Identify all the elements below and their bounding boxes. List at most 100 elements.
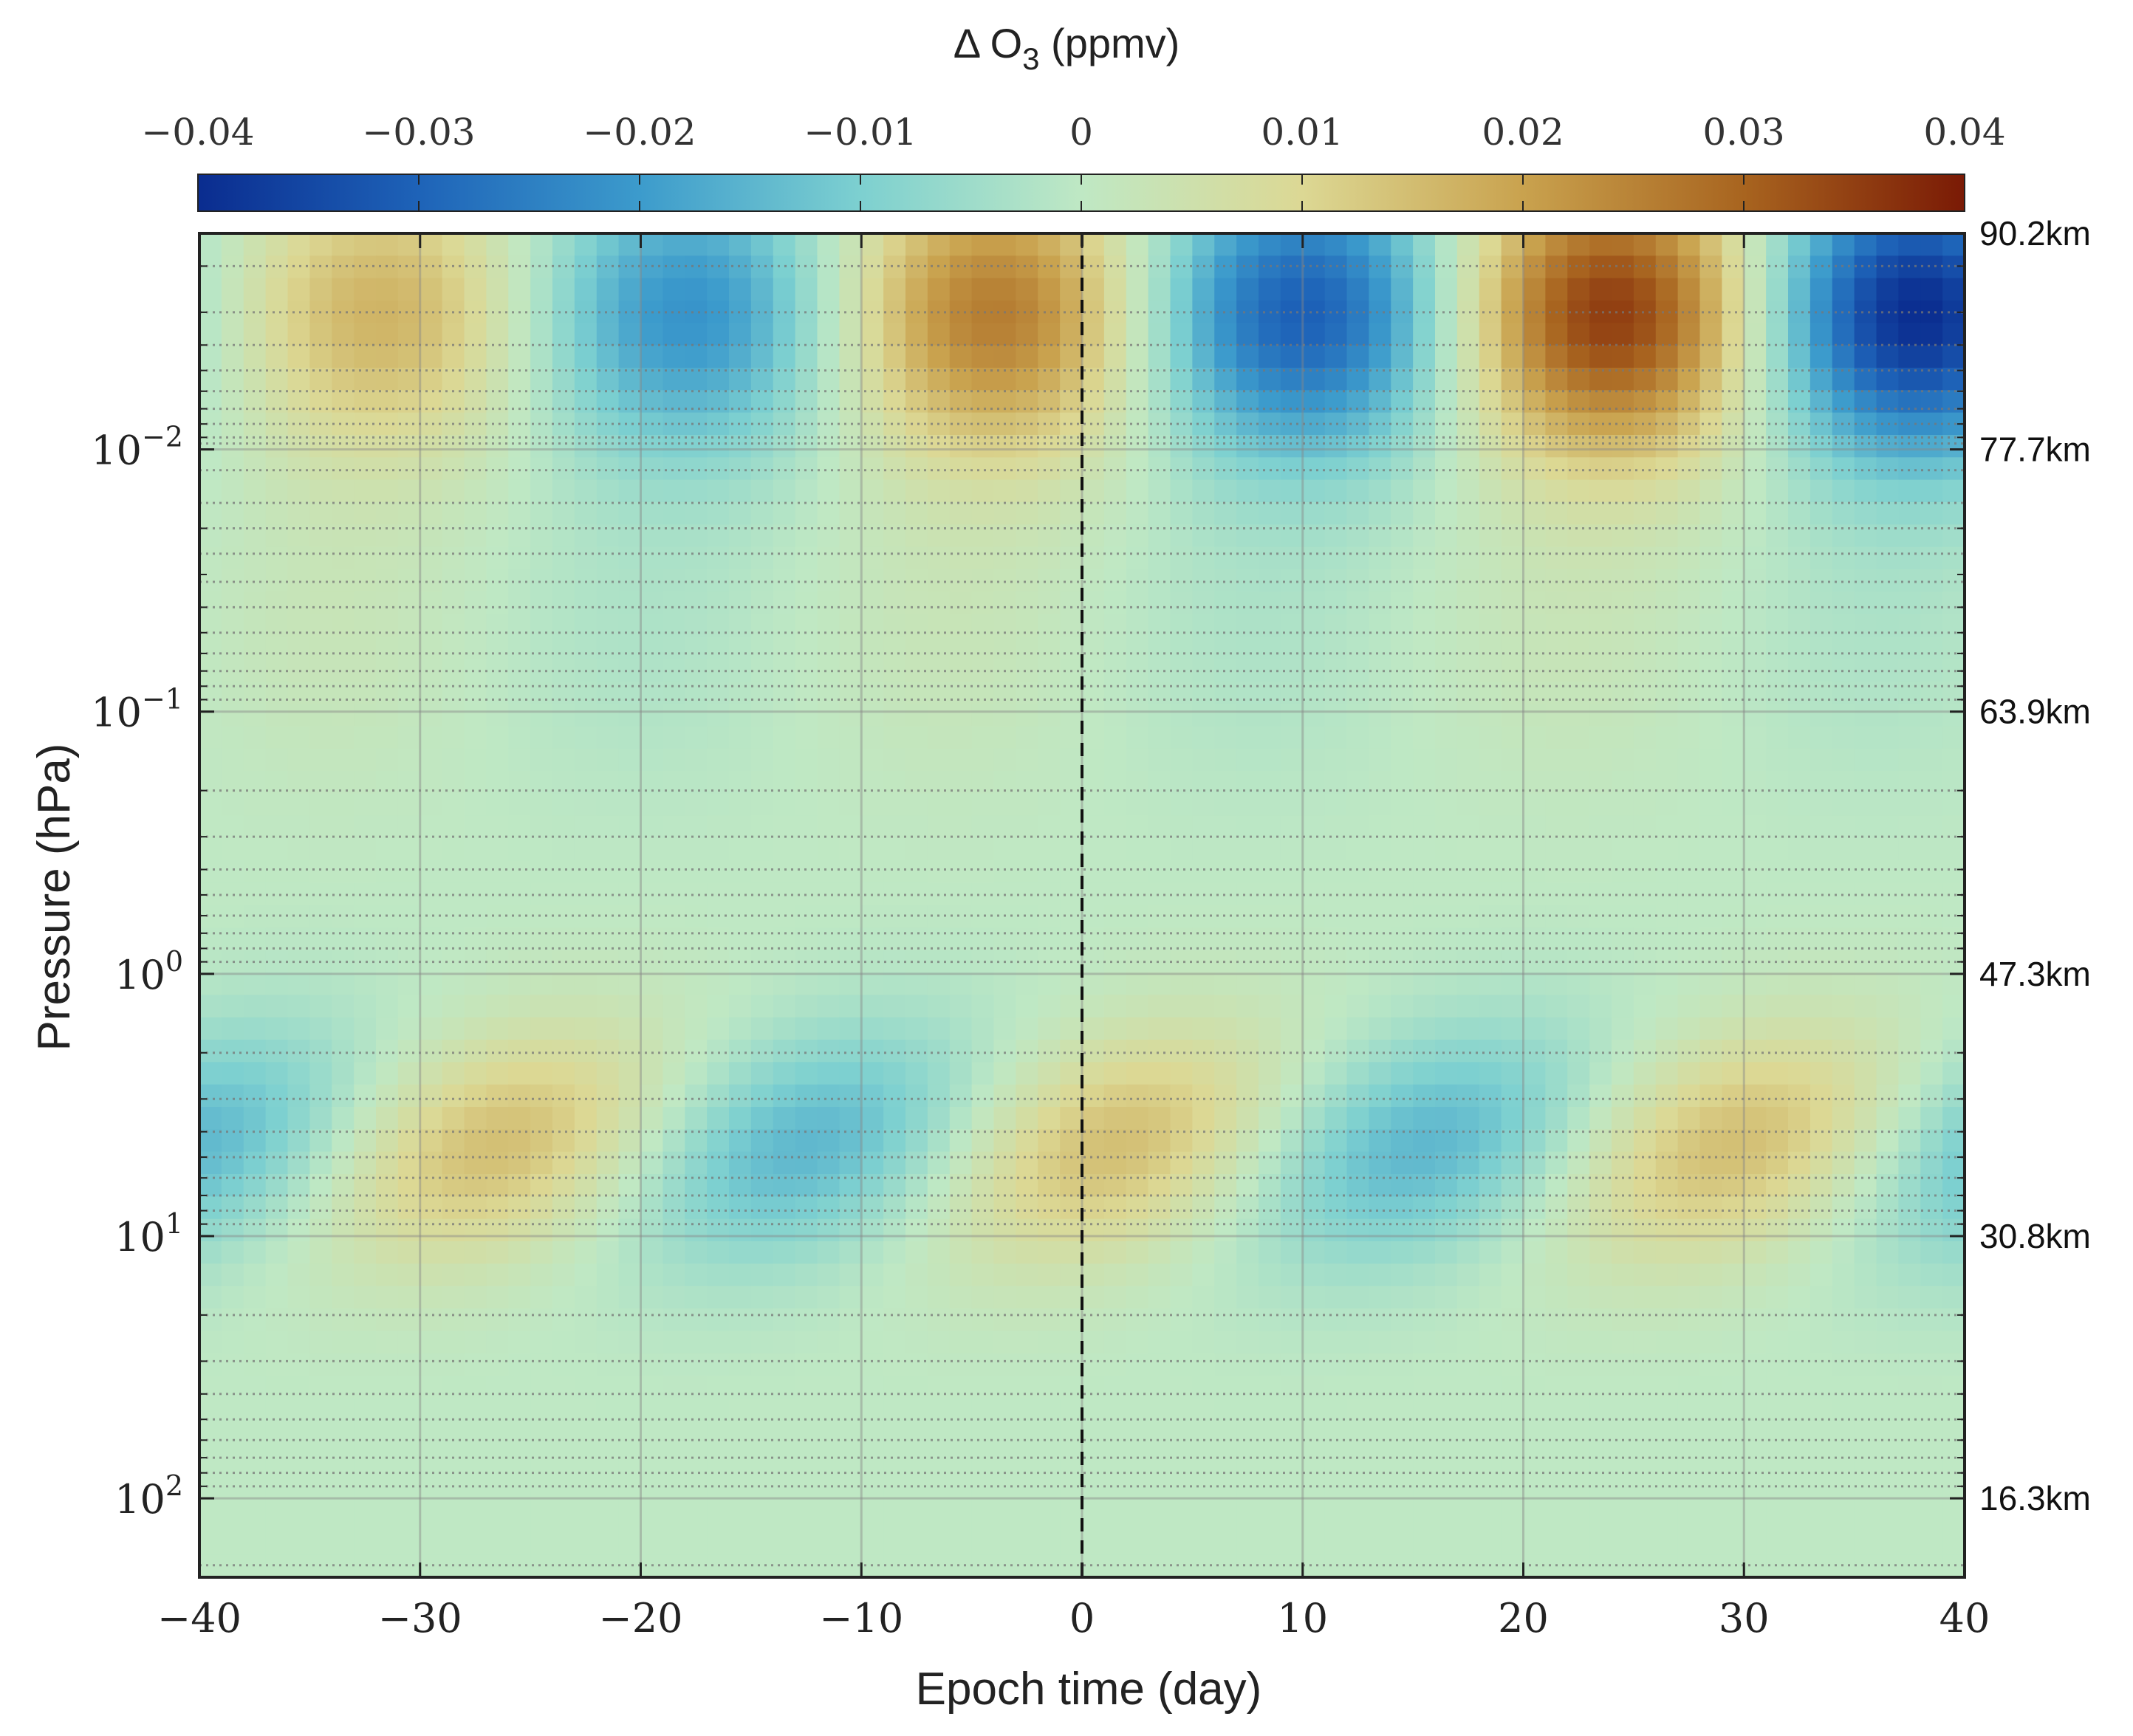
heatmap-cell bbox=[287, 1398, 310, 1421]
heatmap-cell bbox=[243, 1084, 267, 1108]
heatmap-cell bbox=[199, 1017, 222, 1040]
heatmap-cell bbox=[1324, 995, 1348, 1018]
heatmap-cell bbox=[1567, 748, 1590, 772]
heatmap-cell bbox=[795, 1510, 818, 1533]
heatmap-cell bbox=[839, 1129, 862, 1153]
heatmap-cell bbox=[1589, 435, 1612, 458]
heatmap-cell bbox=[1324, 1196, 1348, 1220]
heatmap-cell bbox=[530, 255, 553, 279]
heatmap-cell bbox=[1854, 659, 1877, 682]
heatmap-cell bbox=[596, 748, 620, 772]
heatmap-cell bbox=[1302, 1062, 1326, 1085]
heatmap-cell bbox=[1788, 1308, 1811, 1331]
heatmap-cell bbox=[1920, 815, 1943, 839]
heatmap-cell bbox=[1126, 1263, 1149, 1287]
heatmap-cell bbox=[707, 972, 730, 995]
heatmap-cell bbox=[1854, 927, 1877, 951]
heatmap-cell bbox=[1655, 569, 1679, 592]
heatmap-cell bbox=[1259, 591, 1281, 615]
heatmap-cell bbox=[574, 1353, 598, 1376]
heatmap-cell bbox=[1435, 233, 1458, 256]
heatmap-cell bbox=[663, 546, 685, 570]
heatmap-cell bbox=[332, 748, 355, 772]
heatmap-cell bbox=[1016, 905, 1038, 928]
heatmap-cell bbox=[685, 1420, 708, 1444]
heatmap-cell bbox=[1854, 637, 1877, 659]
heatmap-cell bbox=[1722, 771, 1745, 794]
heatmap-cell bbox=[1126, 479, 1149, 503]
heatmap-cell bbox=[1060, 838, 1083, 861]
heatmap-cell bbox=[839, 1241, 862, 1264]
heatmap-cell bbox=[332, 1151, 355, 1175]
heatmap-cell bbox=[530, 1241, 553, 1264]
heatmap-cell bbox=[1148, 1398, 1171, 1421]
heatmap-cell bbox=[949, 950, 973, 973]
heatmap-cell bbox=[861, 1196, 884, 1220]
heatmap-cell bbox=[243, 748, 267, 772]
heatmap-cell bbox=[508, 345, 531, 368]
heatmap-cell bbox=[1810, 1443, 1833, 1466]
heatmap-cell bbox=[1655, 637, 1679, 659]
heatmap-cell bbox=[1148, 502, 1171, 525]
heatmap-cell bbox=[1699, 1510, 1722, 1533]
heatmap-cell bbox=[552, 233, 575, 256]
heatmap-cell bbox=[1302, 1554, 1326, 1578]
heatmap-cell bbox=[1854, 368, 1877, 391]
heatmap-cell bbox=[817, 1510, 840, 1533]
heatmap-cell bbox=[1038, 838, 1061, 861]
heatmap-cell bbox=[1942, 1331, 1965, 1354]
heatmap-cell bbox=[861, 704, 884, 727]
heatmap-cell bbox=[1655, 1017, 1679, 1040]
heatmap-cell bbox=[1523, 815, 1546, 839]
heatmap-cell bbox=[221, 1510, 244, 1533]
heatmap-cell bbox=[707, 1241, 730, 1264]
heatmap-cell bbox=[1236, 233, 1259, 256]
heatmap-cell bbox=[420, 972, 443, 995]
heatmap-cell bbox=[1545, 1443, 1568, 1466]
heatmap-cell bbox=[905, 815, 928, 839]
heatmap-cell bbox=[199, 278, 222, 301]
heatmap-cell bbox=[1456, 748, 1480, 772]
heatmap-cell bbox=[773, 1218, 796, 1242]
heatmap-cell bbox=[1259, 1532, 1281, 1556]
heatmap-cell bbox=[596, 1353, 620, 1376]
heatmap-cell bbox=[1523, 457, 1546, 481]
heatmap-cell bbox=[397, 681, 421, 704]
heatmap-cell bbox=[1236, 815, 1259, 839]
heatmap-cell bbox=[1589, 457, 1612, 481]
heatmap-cell bbox=[1523, 1174, 1546, 1197]
heatmap-cell bbox=[1060, 323, 1083, 346]
heatmap-cell bbox=[376, 546, 399, 570]
heatmap-cell bbox=[729, 569, 752, 592]
heatmap-cell bbox=[1082, 1353, 1105, 1376]
heatmap-cell bbox=[265, 927, 289, 951]
heatmap-cell bbox=[1126, 1040, 1149, 1063]
heatmap-cell bbox=[1677, 1286, 1701, 1309]
heatmap-cell bbox=[1744, 591, 1767, 615]
heatmap-cell bbox=[1589, 659, 1612, 682]
heatmap-cell bbox=[1016, 1196, 1038, 1220]
heatmap-cell bbox=[1346, 1084, 1369, 1108]
heatmap-cell bbox=[1214, 323, 1237, 346]
heatmap-cell bbox=[949, 905, 973, 928]
heatmap-cell bbox=[1435, 278, 1458, 301]
heatmap-cell bbox=[1876, 995, 1899, 1018]
heatmap-cell bbox=[1545, 1218, 1568, 1242]
heatmap-cell bbox=[795, 1353, 818, 1376]
heatmap-cell bbox=[1214, 1376, 1237, 1399]
heatmap-cell bbox=[1501, 838, 1524, 861]
heatmap-cell bbox=[221, 479, 244, 503]
heatmap-cell bbox=[1699, 323, 1722, 346]
heatmap-cell bbox=[309, 502, 332, 525]
heatmap-cell bbox=[640, 1040, 663, 1063]
heatmap-cell bbox=[464, 1376, 487, 1399]
heatmap-cell bbox=[1435, 1420, 1458, 1444]
heatmap-cell bbox=[1391, 1196, 1414, 1220]
heatmap-cell bbox=[574, 1465, 598, 1489]
heatmap-cell bbox=[729, 815, 752, 839]
heatmap-cell bbox=[1170, 950, 1193, 973]
heatmap-cell bbox=[839, 927, 862, 951]
heatmap-cell bbox=[1501, 1062, 1524, 1085]
heatmap-cell bbox=[1766, 1196, 1789, 1220]
heatmap-cell bbox=[1103, 569, 1127, 592]
